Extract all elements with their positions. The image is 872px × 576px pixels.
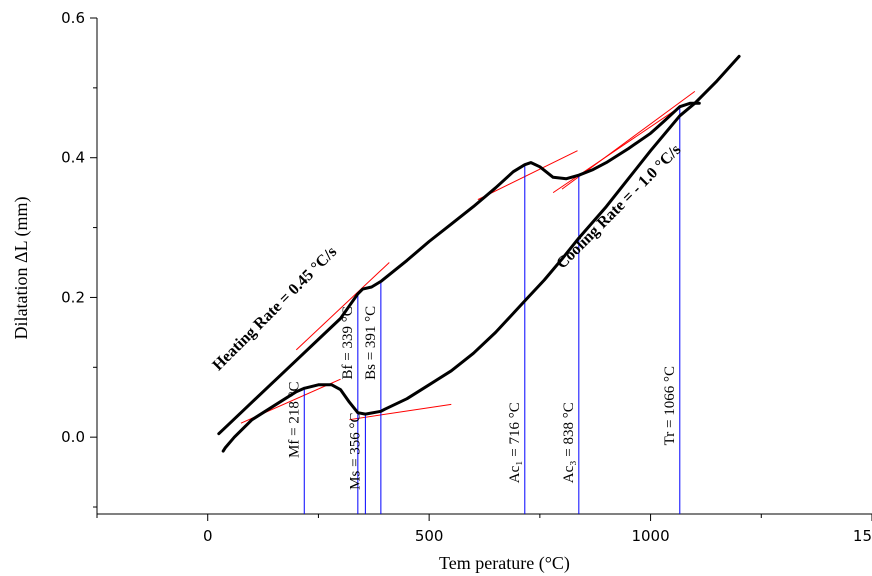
- x-axis-title: Tem perature (°C): [439, 553, 570, 574]
- x-tick-label: 1500: [853, 527, 872, 545]
- axes: [96, 18, 872, 515]
- dilatation-curves: [217, 54, 741, 453]
- y-axis-title: Dilatation ΔL (mm): [11, 197, 32, 340]
- tangent-line: [552, 108, 678, 194]
- y-tick-label: 0.0: [61, 428, 85, 446]
- marker-label: Ms = 356 °C: [347, 412, 363, 489]
- temperature-markers: Mf = 218 °C Bf = 339 °C Ms = 356 °C Bs = 39…: [286, 106, 681, 514]
- marker-label: Ac₃ = 838 °C: [561, 402, 577, 483]
- cooling-rate-label: Cooling Rate = - 1.0 °C/s: [553, 141, 684, 272]
- x-tick-label: 500: [415, 527, 444, 545]
- marker-label: Mf = 218 °C: [286, 381, 302, 458]
- marker-label: Ac₁ = 716 °C: [507, 402, 523, 483]
- marker-label: Bf = 339 °C: [340, 306, 356, 379]
- heating-rate-label: Heating Rate = 0.45 °C/s: [209, 243, 340, 374]
- y-tick-label: 0.6: [61, 9, 85, 27]
- heating-curve: [217, 101, 701, 436]
- y-tick-label: 0.4: [61, 149, 85, 167]
- tangent-line: [295, 262, 390, 351]
- tangent-line: [349, 403, 452, 421]
- cooling-curve: [221, 54, 741, 453]
- x-tick-label: 0: [203, 527, 213, 545]
- marker-label: Bs = 391 °C: [363, 306, 379, 380]
- marker-label: Tr = 1066 °C: [662, 366, 678, 445]
- y-tick-label: 0.2: [61, 288, 85, 306]
- tangent-lines: [240, 90, 696, 424]
- x-tick-label: 1000: [631, 527, 669, 545]
- axis-ticks: 0 500 1000 1500 0.0 0.2 0.4 0.6: [61, 9, 872, 545]
- tangent-line: [477, 150, 578, 201]
